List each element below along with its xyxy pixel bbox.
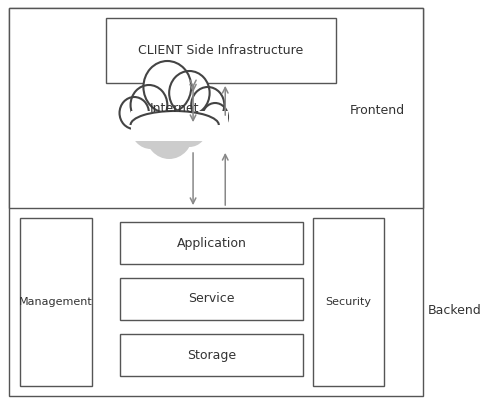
Circle shape xyxy=(169,71,210,115)
Text: Backend: Backend xyxy=(427,303,481,316)
Text: Storage: Storage xyxy=(187,349,236,362)
Text: Management: Management xyxy=(19,297,93,307)
Circle shape xyxy=(131,85,167,125)
Circle shape xyxy=(202,103,228,131)
Circle shape xyxy=(171,107,208,147)
Circle shape xyxy=(191,87,224,123)
Bar xyxy=(313,218,384,386)
Text: CLIENT Side Infrastructure: CLIENT Side Infrastructure xyxy=(138,44,303,57)
Circle shape xyxy=(143,61,191,113)
Bar xyxy=(120,334,303,376)
Circle shape xyxy=(145,107,193,159)
Bar xyxy=(120,278,303,320)
Text: Application: Application xyxy=(177,236,246,250)
Bar xyxy=(9,8,423,208)
Bar xyxy=(120,222,303,264)
Bar xyxy=(129,111,230,141)
Text: Internet: Internet xyxy=(150,103,199,116)
Circle shape xyxy=(131,105,171,149)
Circle shape xyxy=(120,97,149,129)
Text: Frontend: Frontend xyxy=(349,103,405,116)
Text: Service: Service xyxy=(188,292,235,305)
Bar xyxy=(131,111,228,133)
Bar xyxy=(106,18,335,83)
Text: Security: Security xyxy=(325,297,371,307)
Bar xyxy=(20,218,92,386)
